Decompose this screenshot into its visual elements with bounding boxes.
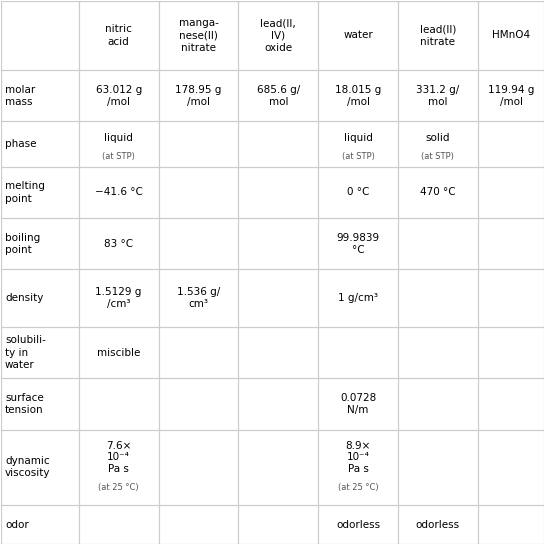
Text: (at STP): (at STP) bbox=[102, 152, 135, 161]
Text: 99.9839
°C: 99.9839 °C bbox=[336, 233, 380, 255]
Text: nitric
acid: nitric acid bbox=[105, 24, 132, 47]
Text: 18.015 g
/mol: 18.015 g /mol bbox=[335, 84, 381, 107]
Text: 63.012 g
/mol: 63.012 g /mol bbox=[95, 84, 142, 107]
Text: water: water bbox=[343, 31, 373, 40]
Text: 119.94 g
/mol: 119.94 g /mol bbox=[488, 84, 534, 107]
Text: (at STP): (at STP) bbox=[421, 152, 455, 161]
Text: 178.95 g
/mol: 178.95 g /mol bbox=[175, 84, 222, 107]
Text: 1.5129 g
/cm³: 1.5129 g /cm³ bbox=[95, 287, 142, 310]
Text: manga-
nese(II)
nitrate: manga- nese(II) nitrate bbox=[179, 18, 219, 53]
Text: 1 g/cm³: 1 g/cm³ bbox=[338, 293, 378, 303]
Text: boiling
point: boiling point bbox=[5, 233, 40, 255]
Text: (at 25 °C): (at 25 °C) bbox=[98, 483, 139, 492]
Text: 685.6 g/
mol: 685.6 g/ mol bbox=[257, 84, 300, 107]
Text: melting
point: melting point bbox=[5, 181, 45, 204]
Text: phase: phase bbox=[5, 139, 37, 149]
Text: 8.9×
10⁻⁴
Pa s: 8.9× 10⁻⁴ Pa s bbox=[346, 441, 371, 474]
Text: odor: odor bbox=[5, 520, 29, 530]
Text: (at 25 °C): (at 25 °C) bbox=[338, 483, 378, 492]
Text: 470 °C: 470 °C bbox=[420, 187, 456, 197]
Text: dynamic
viscosity: dynamic viscosity bbox=[5, 456, 51, 479]
Text: solubili-
ty in
water: solubili- ty in water bbox=[5, 335, 46, 370]
Text: liquid: liquid bbox=[104, 134, 133, 143]
Text: liquid: liquid bbox=[344, 134, 373, 143]
Text: −41.6 °C: −41.6 °C bbox=[95, 187, 143, 197]
Text: solid: solid bbox=[426, 134, 450, 143]
Text: 83 °C: 83 °C bbox=[104, 239, 133, 249]
Text: 0 °C: 0 °C bbox=[347, 187, 370, 197]
Text: odorless: odorless bbox=[416, 520, 460, 530]
Text: miscible: miscible bbox=[97, 348, 141, 358]
Text: 331.2 g/
mol: 331.2 g/ mol bbox=[416, 84, 459, 107]
Text: molar
mass: molar mass bbox=[5, 84, 35, 107]
Text: surface
tension: surface tension bbox=[5, 393, 44, 415]
Text: HMnO4: HMnO4 bbox=[492, 31, 530, 40]
Text: 1.536 g/
cm³: 1.536 g/ cm³ bbox=[177, 287, 220, 310]
Text: odorless: odorless bbox=[336, 520, 380, 530]
Text: density: density bbox=[5, 293, 44, 303]
Text: lead(II)
nitrate: lead(II) nitrate bbox=[420, 24, 456, 47]
Text: 7.6×
10⁻⁴
Pa s: 7.6× 10⁻⁴ Pa s bbox=[106, 441, 131, 474]
Text: lead(II,
IV)
oxide: lead(II, IV) oxide bbox=[261, 18, 296, 53]
Text: 0.0728
N/m: 0.0728 N/m bbox=[340, 393, 376, 415]
Text: (at STP): (at STP) bbox=[342, 152, 374, 161]
